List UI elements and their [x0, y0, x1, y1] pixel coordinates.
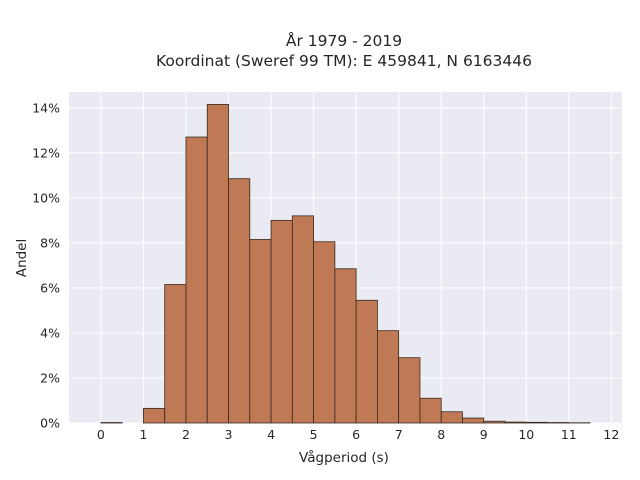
chart-title: År 1979 - 2019: [286, 31, 402, 50]
x-tick-label: 7: [395, 427, 403, 442]
x-tick-label: 0: [97, 427, 105, 442]
histogram-bar: [398, 357, 421, 424]
histogram-bar: [143, 407, 166, 424]
x-tick-label: 12: [603, 427, 619, 442]
histogram-bar: [291, 215, 314, 424]
histogram-bar: [525, 421, 548, 424]
y-tick-label: 14%: [32, 100, 60, 115]
histogram-bar: [313, 241, 336, 424]
y-axis-ticks: 0% 2% 4% 6% 8% 10% 12% 14%: [32, 100, 60, 430]
y-tick-label: 8%: [40, 235, 60, 250]
y-tick-label: 4%: [40, 325, 60, 340]
histogram-bar: [249, 239, 272, 424]
histogram-bar: [334, 268, 357, 424]
histogram-bar: [419, 397, 442, 424]
x-tick-label: 6: [352, 427, 360, 442]
y-tick-label: 0%: [40, 416, 60, 431]
histogram-bar: [228, 178, 251, 424]
histogram-bar: [377, 330, 400, 424]
histogram-bar: [164, 284, 187, 424]
x-tick-label: 9: [480, 427, 488, 442]
histogram-bar: [185, 136, 208, 424]
x-tick-label: 11: [561, 427, 577, 442]
histogram-bar: [206, 103, 229, 424]
y-tick-label: 10%: [32, 190, 60, 205]
histogram-bar: [483, 420, 506, 424]
x-axis-ticks: 0 1 2 3 4 5 6 7 8 9 10 11 12: [97, 427, 619, 442]
histogram-bar: [462, 417, 485, 424]
y-tick-label: 2%: [40, 370, 60, 385]
x-tick-label: 3: [225, 427, 233, 442]
x-axis-label: Vågperiod (s): [299, 449, 389, 466]
histogram-bar: [440, 411, 463, 424]
y-tick-label: 12%: [32, 145, 60, 160]
chart-subtitle: Koordinat (Sweref 99 TM): E 459841, N 61…: [156, 52, 532, 70]
x-tick-label: 4: [267, 427, 275, 442]
histogram-bars: [100, 103, 591, 424]
x-tick-label: 8: [437, 427, 445, 442]
x-tick-label: 1: [139, 427, 147, 442]
y-axis-label: Andel: [14, 239, 30, 277]
y-tick-label: 6%: [40, 280, 60, 295]
histogram-bar: [355, 299, 378, 424]
histogram-bar: [270, 219, 293, 424]
histogram-bar: [504, 421, 527, 424]
x-tick-label: 2: [182, 427, 190, 442]
x-tick-label: 10: [518, 427, 534, 442]
x-tick-label: 5: [310, 427, 318, 442]
